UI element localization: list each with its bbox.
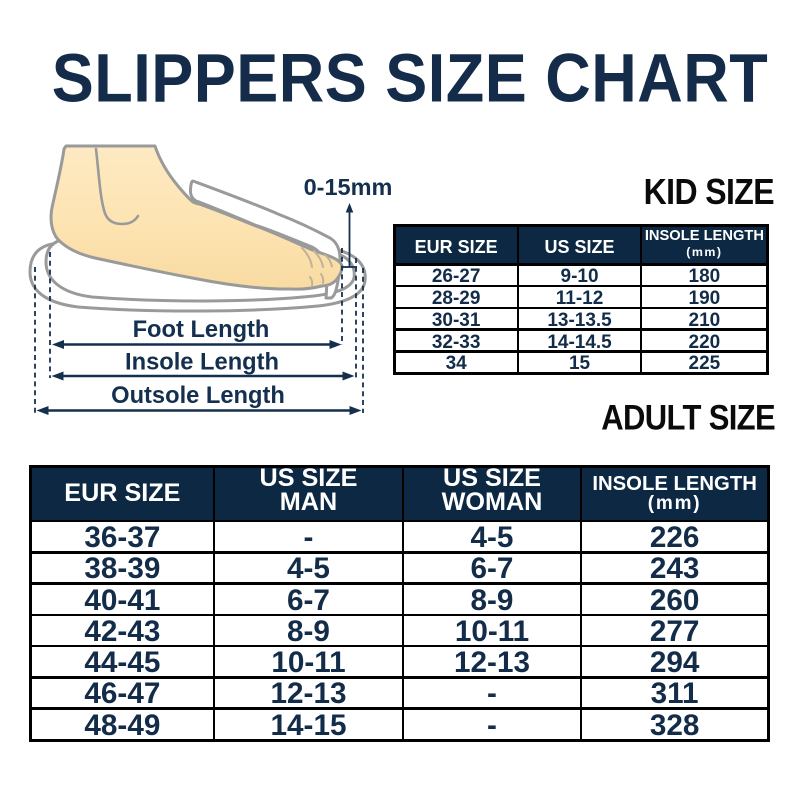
svg-text:0-15mm: 0-15mm bbox=[304, 174, 393, 200]
svg-text:Foot Length: Foot Length bbox=[133, 317, 270, 343]
svg-text:Outsole Length: Outsole Length bbox=[111, 383, 285, 409]
svg-text:Insole Length: Insole Length bbox=[125, 350, 279, 376]
